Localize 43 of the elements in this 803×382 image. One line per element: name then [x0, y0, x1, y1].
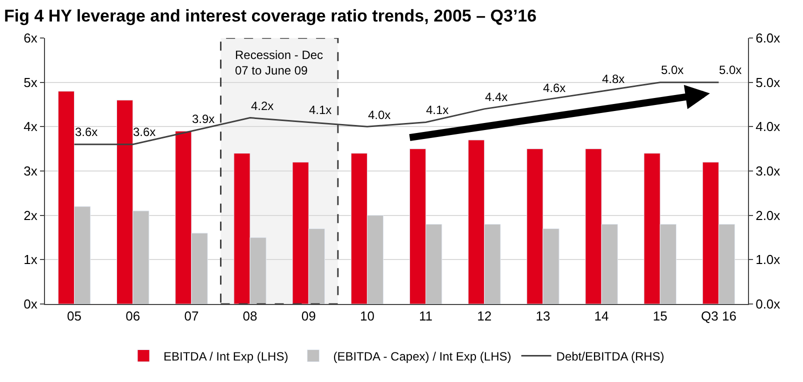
- y2-tick-label: 6.0x: [756, 30, 781, 46]
- x-tick-label: Q3 16: [701, 308, 736, 324]
- data-label: 4.1x: [426, 103, 449, 117]
- x-tick-label: 15: [652, 308, 668, 324]
- x-tick-label: 12: [477, 308, 492, 324]
- chart-title: Fig 4 HY leverage and interest coverage ratio trends, 2005 – Q3’16: [4, 6, 537, 26]
- y2-tick-label: 2.0x: [756, 208, 781, 223]
- x-tick-label: 07: [184, 308, 199, 324]
- y-tick-label: 4x: [24, 119, 38, 134]
- y2-tick-label: 0.0x: [756, 296, 781, 312]
- band-label: Recession - Dec 07 to June 09: [235, 48, 324, 78]
- data-label: 5.0x: [661, 63, 684, 77]
- y2-tick-label: 4.0x: [756, 119, 781, 134]
- y-tick-label: 0x: [24, 296, 38, 312]
- data-label: 4.4x: [485, 90, 508, 104]
- y-tick-label: 5x: [24, 74, 38, 90]
- data-label: 3.6x: [75, 125, 98, 139]
- data-label: 3.6x: [133, 125, 156, 139]
- data-label: 4.1x: [309, 103, 332, 117]
- data-label: 4.0x: [368, 108, 391, 122]
- x-tick-label: 11: [419, 308, 433, 324]
- y-tick-label: 6x: [24, 30, 38, 46]
- data-label: 3.9x: [192, 112, 215, 126]
- x-tick-label: 13: [536, 308, 550, 324]
- y2-tick-label: 5.0x: [756, 74, 781, 90]
- data-label: 5.0x: [719, 63, 742, 77]
- data-label: 4.6x: [543, 81, 566, 95]
- x-tick-label: 09: [301, 308, 316, 324]
- legend-label: EBITDA / Int Exp (LHS): [164, 349, 288, 364]
- legend-label: Debt/EBITDA (RHS): [556, 349, 664, 364]
- x-tick-label: 10: [360, 308, 374, 324]
- x-tick-label: 06: [126, 308, 140, 324]
- x-tick-label: 08: [242, 308, 258, 324]
- data-label: 4.2x: [251, 99, 274, 113]
- data-label: 4.8x: [602, 72, 625, 86]
- legend-label: (EBITDA - Capex) / Int Exp (LHS): [333, 349, 512, 364]
- y2-tick-label: 3.0x: [756, 164, 781, 179]
- y-tick-label: 3x: [24, 164, 38, 179]
- y2-tick-label: 1.0x: [756, 252, 781, 268]
- y-tick-label: 2x: [24, 208, 38, 223]
- x-tick-label: 14: [594, 308, 609, 324]
- y-tick-label: 1x: [24, 252, 38, 268]
- x-tick-label: 05: [67, 308, 82, 324]
